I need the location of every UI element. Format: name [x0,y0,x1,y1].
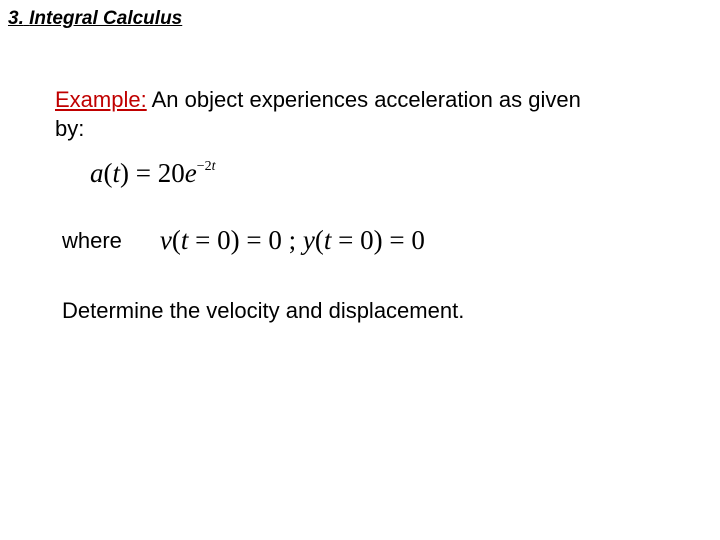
ic-v-zeroout: 0 [268,225,282,255]
ic-v-fn: v [160,225,172,255]
paren-close: ) [120,158,129,188]
ic-y-eqin: = [331,225,360,255]
accel-coeff: 20 [158,158,185,188]
formula-acceleration: a(t) = 20e−2t [90,158,216,189]
section-title: Integral Calculus [29,8,182,29]
ic-v-eqin: = [188,225,217,255]
example-line-1: Example: An object experiences accelerat… [55,86,675,115]
accel-exponent: −2t [197,159,216,174]
section-header: 3. Integral Calculus [8,8,182,30]
ic-y-fn: y [303,225,315,255]
example-block: Example: An object experiences accelerat… [55,86,675,143]
task-line: Determine the velocity and displacement. [62,298,464,324]
ic-y-pclose: ) [374,225,383,255]
paren-open: ( [104,158,113,188]
accel-base: e [185,158,197,188]
ic-y-eqout: = [383,225,412,255]
section-number: 3. [8,8,24,29]
example-label: Example: [55,87,147,112]
ic-v-pclose: ) [231,225,240,255]
exp-sign: − [197,159,205,174]
example-prompt-part1: An object experiences acceleration as gi… [147,87,581,112]
ic-v-zeroin: 0 [217,225,231,255]
ic-sep: ; [282,225,303,255]
where-row: where v(t = 0) = 0 ; y(t = 0) = 0 [62,225,425,256]
formula-initial-conditions: v(t = 0) = 0 ; y(t = 0) = 0 [160,225,425,256]
ic-y-zeroout: 0 [411,225,425,255]
where-label: where [62,228,122,254]
ic-y-zeroin: 0 [360,225,374,255]
exp-var: t [212,159,216,174]
exp-coeff: 2 [205,159,212,174]
accel-eq: = [129,158,158,188]
ic-y-popen: ( [315,225,324,255]
accel-fn: a [90,158,104,188]
ic-v-eqout: = [240,225,269,255]
accel-arg: t [113,158,121,188]
ic-v-popen: ( [172,225,181,255]
example-line-2: by: [55,115,675,144]
